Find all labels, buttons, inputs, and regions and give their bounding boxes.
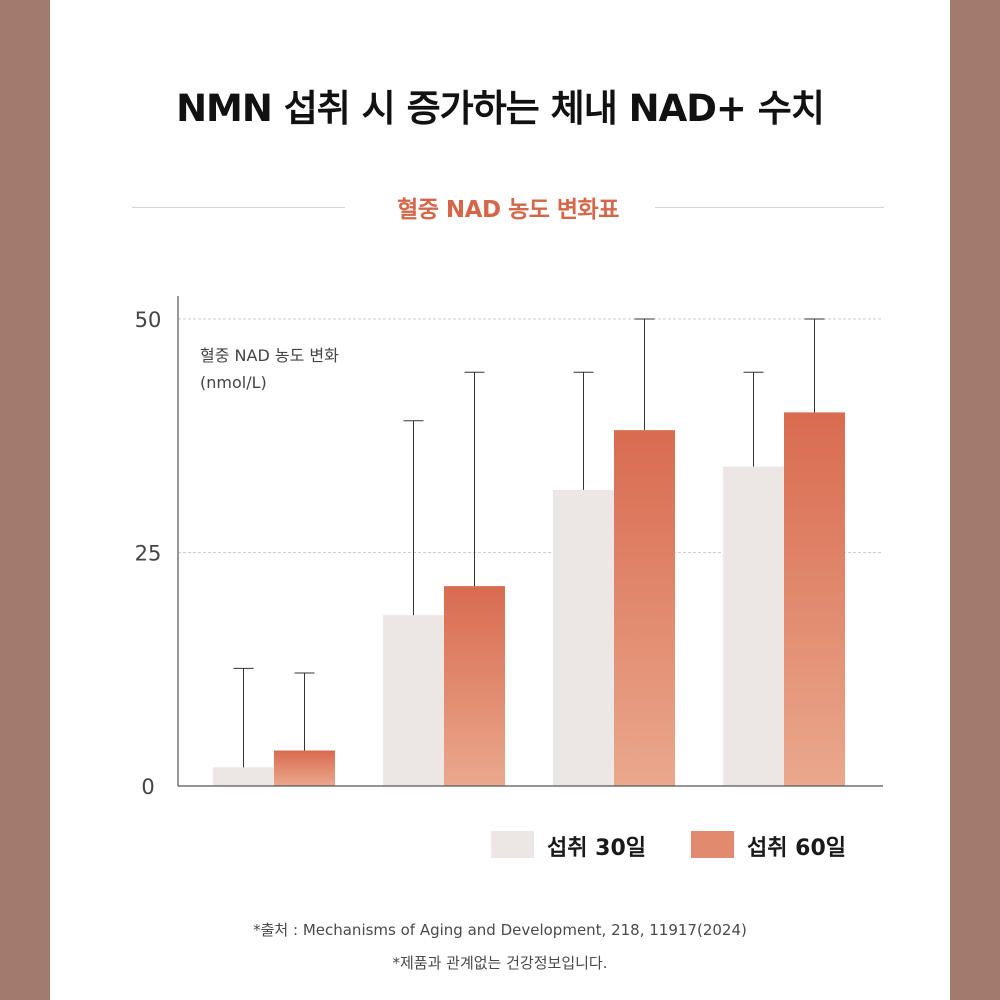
legend-swatch-30 <box>491 831 534 858</box>
subtitle-divider-right <box>655 207 884 208</box>
legend: 섭취 30일 섭취 60일 <box>491 829 871 861</box>
legend-label-30: 섭취 30일 <box>547 836 646 861</box>
legend-item-60: 섭취 60일 <box>691 829 871 861</box>
bar-group4-series2 <box>784 412 845 786</box>
y-tick-label-25: 25 <box>135 542 162 566</box>
legend-label-60: 섭취 60일 <box>747 836 846 861</box>
subtitle-row: 혈중 NAD 농도 변화표 <box>132 190 884 226</box>
legend-item-30: 섭취 30일 <box>491 829 671 861</box>
subtitle-divider-left <box>132 207 345 208</box>
chart-card: NMN 섭취 시 증가하는 체내 NAD+ 수치 혈중 NAD 농도 변화표 0… <box>50 0 950 1000</box>
bar-chart: 0 25 50 혈중 NAD 농도 변화 (nmol/L) <box>135 296 883 799</box>
bar-group3-series2 <box>614 430 675 786</box>
y-axis-unit: (nmol/L) <box>200 373 267 392</box>
y-axis-label: 혈중 NAD 농도 변화 <box>200 346 339 365</box>
bar-group1-series1 <box>213 767 274 786</box>
axes: 0 25 50 <box>135 296 883 799</box>
y-tick-label-0: 0 <box>141 775 154 799</box>
bar-group3-series1 <box>553 489 614 786</box>
source-footnote: *출처 : Mechanisms of Aging and Developmen… <box>253 921 747 939</box>
page-title: NMN 섭취 시 증가하는 체내 NAD+ 수치 <box>176 87 825 130</box>
chart-subtitle: 혈중 NAD 농도 변화표 <box>397 197 619 223</box>
bar-group4-series1 <box>723 466 784 786</box>
bar-group2-series1 <box>383 615 444 786</box>
bars <box>213 318 845 786</box>
disclaimer-footnote: *제품과 관계없는 건강정보입니다. <box>392 954 608 972</box>
bar-group1-series2 <box>274 750 335 786</box>
legend-swatch-60 <box>691 831 734 858</box>
y-tick-label-50: 50 <box>135 308 162 332</box>
bar-group2-series2 <box>444 586 505 786</box>
